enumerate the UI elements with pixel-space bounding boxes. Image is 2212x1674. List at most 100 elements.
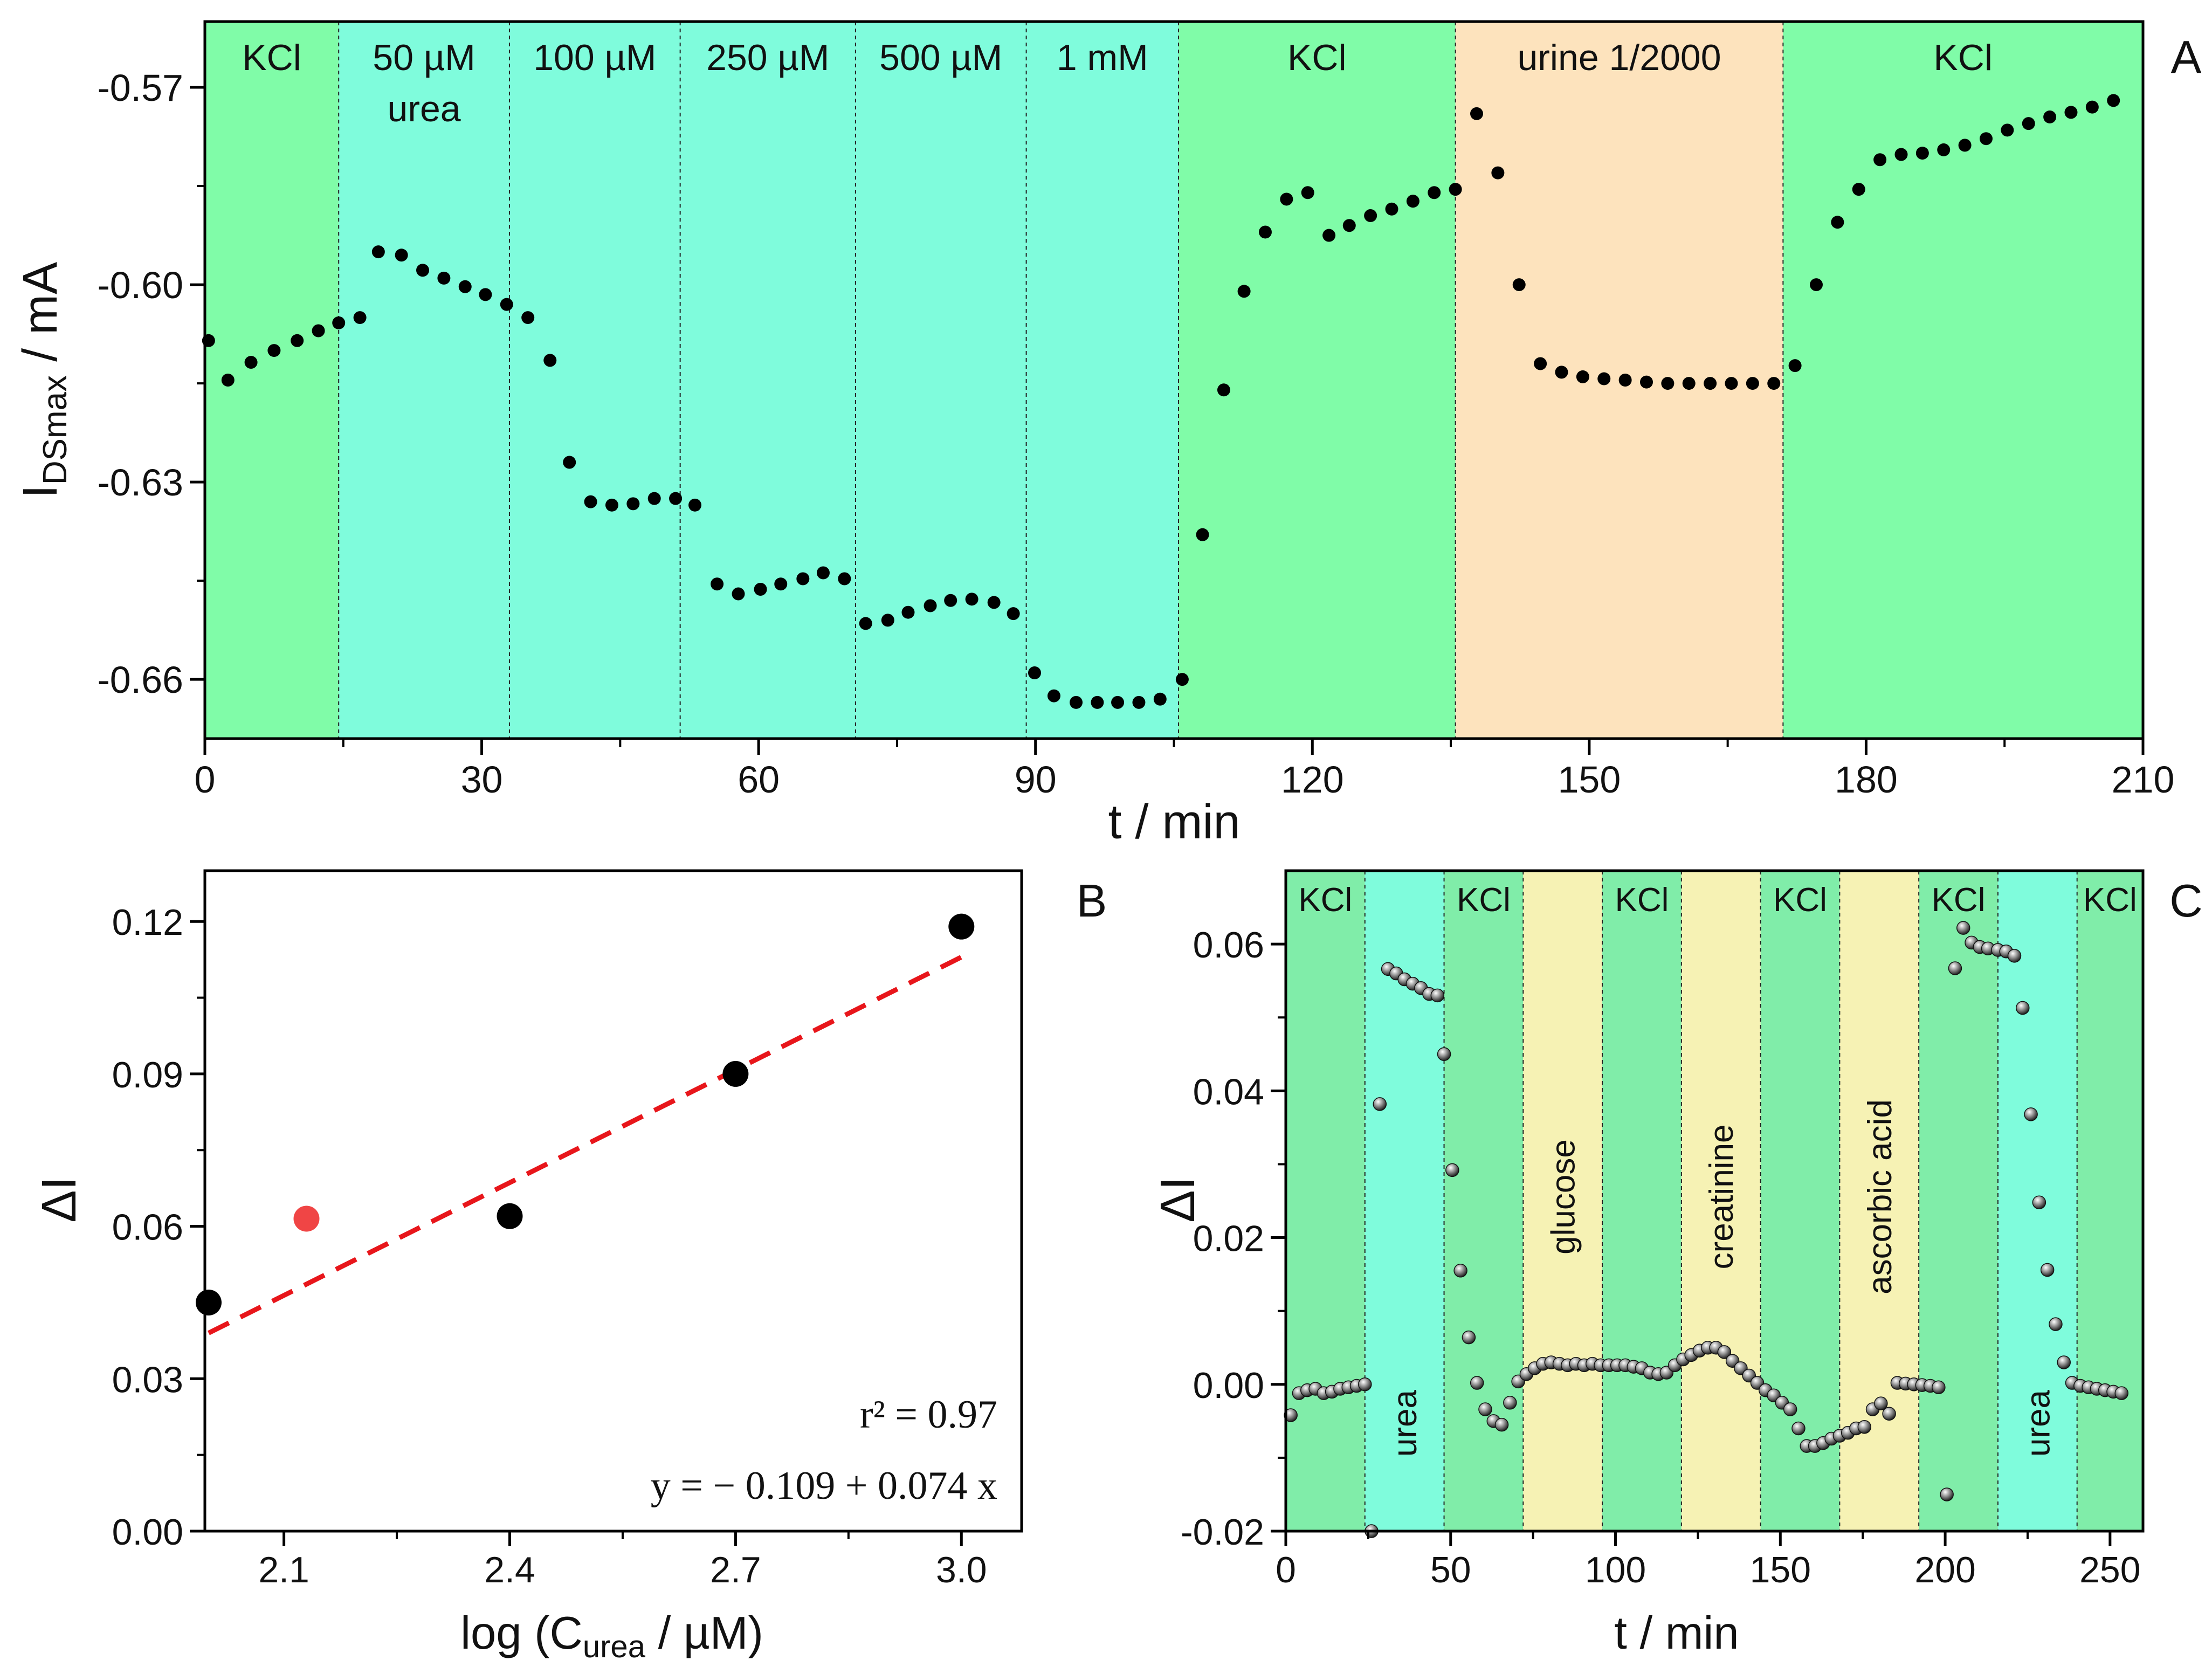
panel-c-x-tick-label: 150: [1750, 1549, 1811, 1590]
panel-b-ylabel: ΔI: [32, 1176, 86, 1222]
panel-a-point: [1406, 195, 1419, 208]
panel-c-point: [2016, 1001, 2030, 1015]
panel-a-points: [202, 94, 2120, 709]
panel-a-point: [1280, 192, 1293, 206]
panel-c-point: [1948, 961, 1962, 975]
panel-a-region: [680, 22, 856, 739]
panel-a-point: [1258, 225, 1272, 239]
panel-a-point: [1725, 377, 1738, 390]
panel-c-point: [1783, 1402, 1797, 1416]
panel-a-point: [1915, 147, 1929, 160]
panel-a-y-tick-label: -0.60: [97, 264, 183, 306]
panel-c-point: [2114, 1386, 2128, 1400]
panel-c-region-label: KCl: [1298, 881, 1352, 919]
panel-c-region-label: KCl: [1773, 881, 1827, 919]
panel-a-x-tick-label: 30: [461, 759, 503, 801]
panel-a-x-tick-label: 90: [1015, 759, 1057, 801]
panel-a-point: [353, 311, 367, 325]
panel-a-point: [1873, 153, 1887, 167]
panel-a-ticks: 0 30 60 90 120 150 180 210 -0.57 -0.60 -0.63 -0.66: [97, 67, 2174, 801]
panel-c-y-tick-label: 0.02: [1193, 1218, 1264, 1259]
panel-a-point: [1979, 132, 1993, 146]
panel-a-point: [416, 264, 430, 277]
panel-a-region-label: urea: [388, 88, 461, 129]
panel-a-point: [1767, 377, 1781, 390]
panel-a-point: [1175, 673, 1189, 686]
panel-a-ylabel-sub: DSmax: [37, 375, 74, 485]
panel-a-region-label: 100 µM: [533, 37, 656, 78]
panel-c-point: [2049, 1317, 2063, 1331]
panel-a-region-label: KCl: [1933, 37, 1993, 78]
panel-b-point: [293, 1205, 320, 1232]
panel-b-ticks: 2.1 2.4 2.7 3.0 0.00 0.03 0.06 0.09 0.12: [112, 902, 987, 1590]
panel-c-region-label: glucose: [1545, 1139, 1582, 1255]
panel-c-region-label: urea: [2020, 1389, 2057, 1457]
panel-a: KCl 50 µM urea 100 µM 250 µM 500 µM 1 mM KCl uri…: [13, 20, 2202, 849]
panel-c-region: [1602, 871, 1682, 1531]
panel-a-point: [1237, 285, 1251, 298]
panel-b-y-tick-label: 0.03: [112, 1359, 183, 1400]
panel-a-point: [2043, 110, 2057, 123]
panel-a-point: [332, 316, 346, 329]
panel-a-point: [1153, 692, 1167, 706]
panel-b-x-tick-label: 2.4: [484, 1549, 535, 1590]
panel-b-xlabel-sub: urea: [583, 1629, 646, 1664]
panel-a-regions: KCl 50 µM urea 100 µM 250 µM 500 µM 1 mM KCl uri…: [205, 22, 2143, 739]
panel-a-point: [987, 596, 1001, 609]
panel-a-point: [543, 354, 557, 367]
panel-a-point: [605, 498, 618, 512]
panel-b-point: [948, 913, 975, 940]
panel-a-point: [944, 594, 957, 607]
panel-c-x-tick-label: 200: [1914, 1549, 1975, 1590]
panel-a-region-label: 50 µM: [373, 37, 475, 78]
panel-c-point: [1478, 1402, 1492, 1416]
panel-a-point: [1449, 183, 1462, 196]
panel-a-point: [1428, 186, 1441, 199]
panel-a-point: [2085, 100, 2099, 114]
panel-a-point: [2001, 123, 2014, 137]
panel-b-annotation-r2: r² = 0.97: [860, 1393, 997, 1437]
panel-a-point: [859, 617, 872, 630]
panel-c-y-tick-label: 0.04: [1193, 1071, 1264, 1112]
panel-a-ylabel: IDSmax / mA: [13, 262, 74, 498]
panel-a-point: [1047, 689, 1060, 702]
panel-a-x-tick-label: 120: [1281, 759, 1344, 801]
panel-b-points: [195, 913, 975, 1315]
panel-b-y-tick-label: 0.12: [112, 902, 183, 943]
panel-a-point: [1597, 372, 1611, 385]
panel-a-region: [1026, 22, 1179, 739]
panel-c-point: [1940, 1487, 1954, 1501]
panel-a-point: [2064, 106, 2078, 119]
panel-b-letter: B: [1077, 876, 1107, 927]
panel-c-point: [1882, 1407, 1896, 1421]
panel-a-point: [584, 495, 597, 508]
panel-b-xlabel-rest: / µM): [645, 1608, 763, 1659]
panel-a-point: [1111, 695, 1125, 709]
panel-a-ylabel-main: I: [13, 485, 67, 498]
panel-c-region: [1444, 871, 1524, 1531]
panel-c-point: [1956, 921, 1970, 935]
panel-c-point: [1717, 1345, 1732, 1359]
panel-a-point: [669, 492, 683, 505]
panel-a-region-label: KCl: [1287, 37, 1347, 78]
panel-a-point: [1470, 107, 1484, 120]
panel-a-point: [1555, 366, 1568, 379]
panel-a-point: [1196, 528, 1209, 541]
panel-a-point: [901, 605, 915, 619]
panel-b-xlabel: log (Curea / µM): [460, 1608, 763, 1664]
panel-c-point: [2057, 1355, 2071, 1369]
panel-c-point: [1932, 1380, 1946, 1394]
panel-a-point: [924, 599, 937, 612]
panel-a-region-label: 500 µM: [879, 37, 1002, 78]
panel-c-xlabel: t / min: [1614, 1608, 1739, 1659]
panel-a-point: [1576, 370, 1589, 383]
panel-c-y-tick-label: -0.02: [1181, 1512, 1264, 1553]
panel-a-region: [1783, 22, 2143, 739]
panel-a-region: [855, 22, 1026, 739]
panel-c-point: [1373, 1097, 1387, 1111]
panel-b-point: [722, 1060, 749, 1087]
panel-a-point: [1661, 377, 1674, 390]
panel-c-region-label: KCl: [1932, 881, 1986, 919]
panel-a-x-tick-label: 60: [738, 759, 780, 801]
